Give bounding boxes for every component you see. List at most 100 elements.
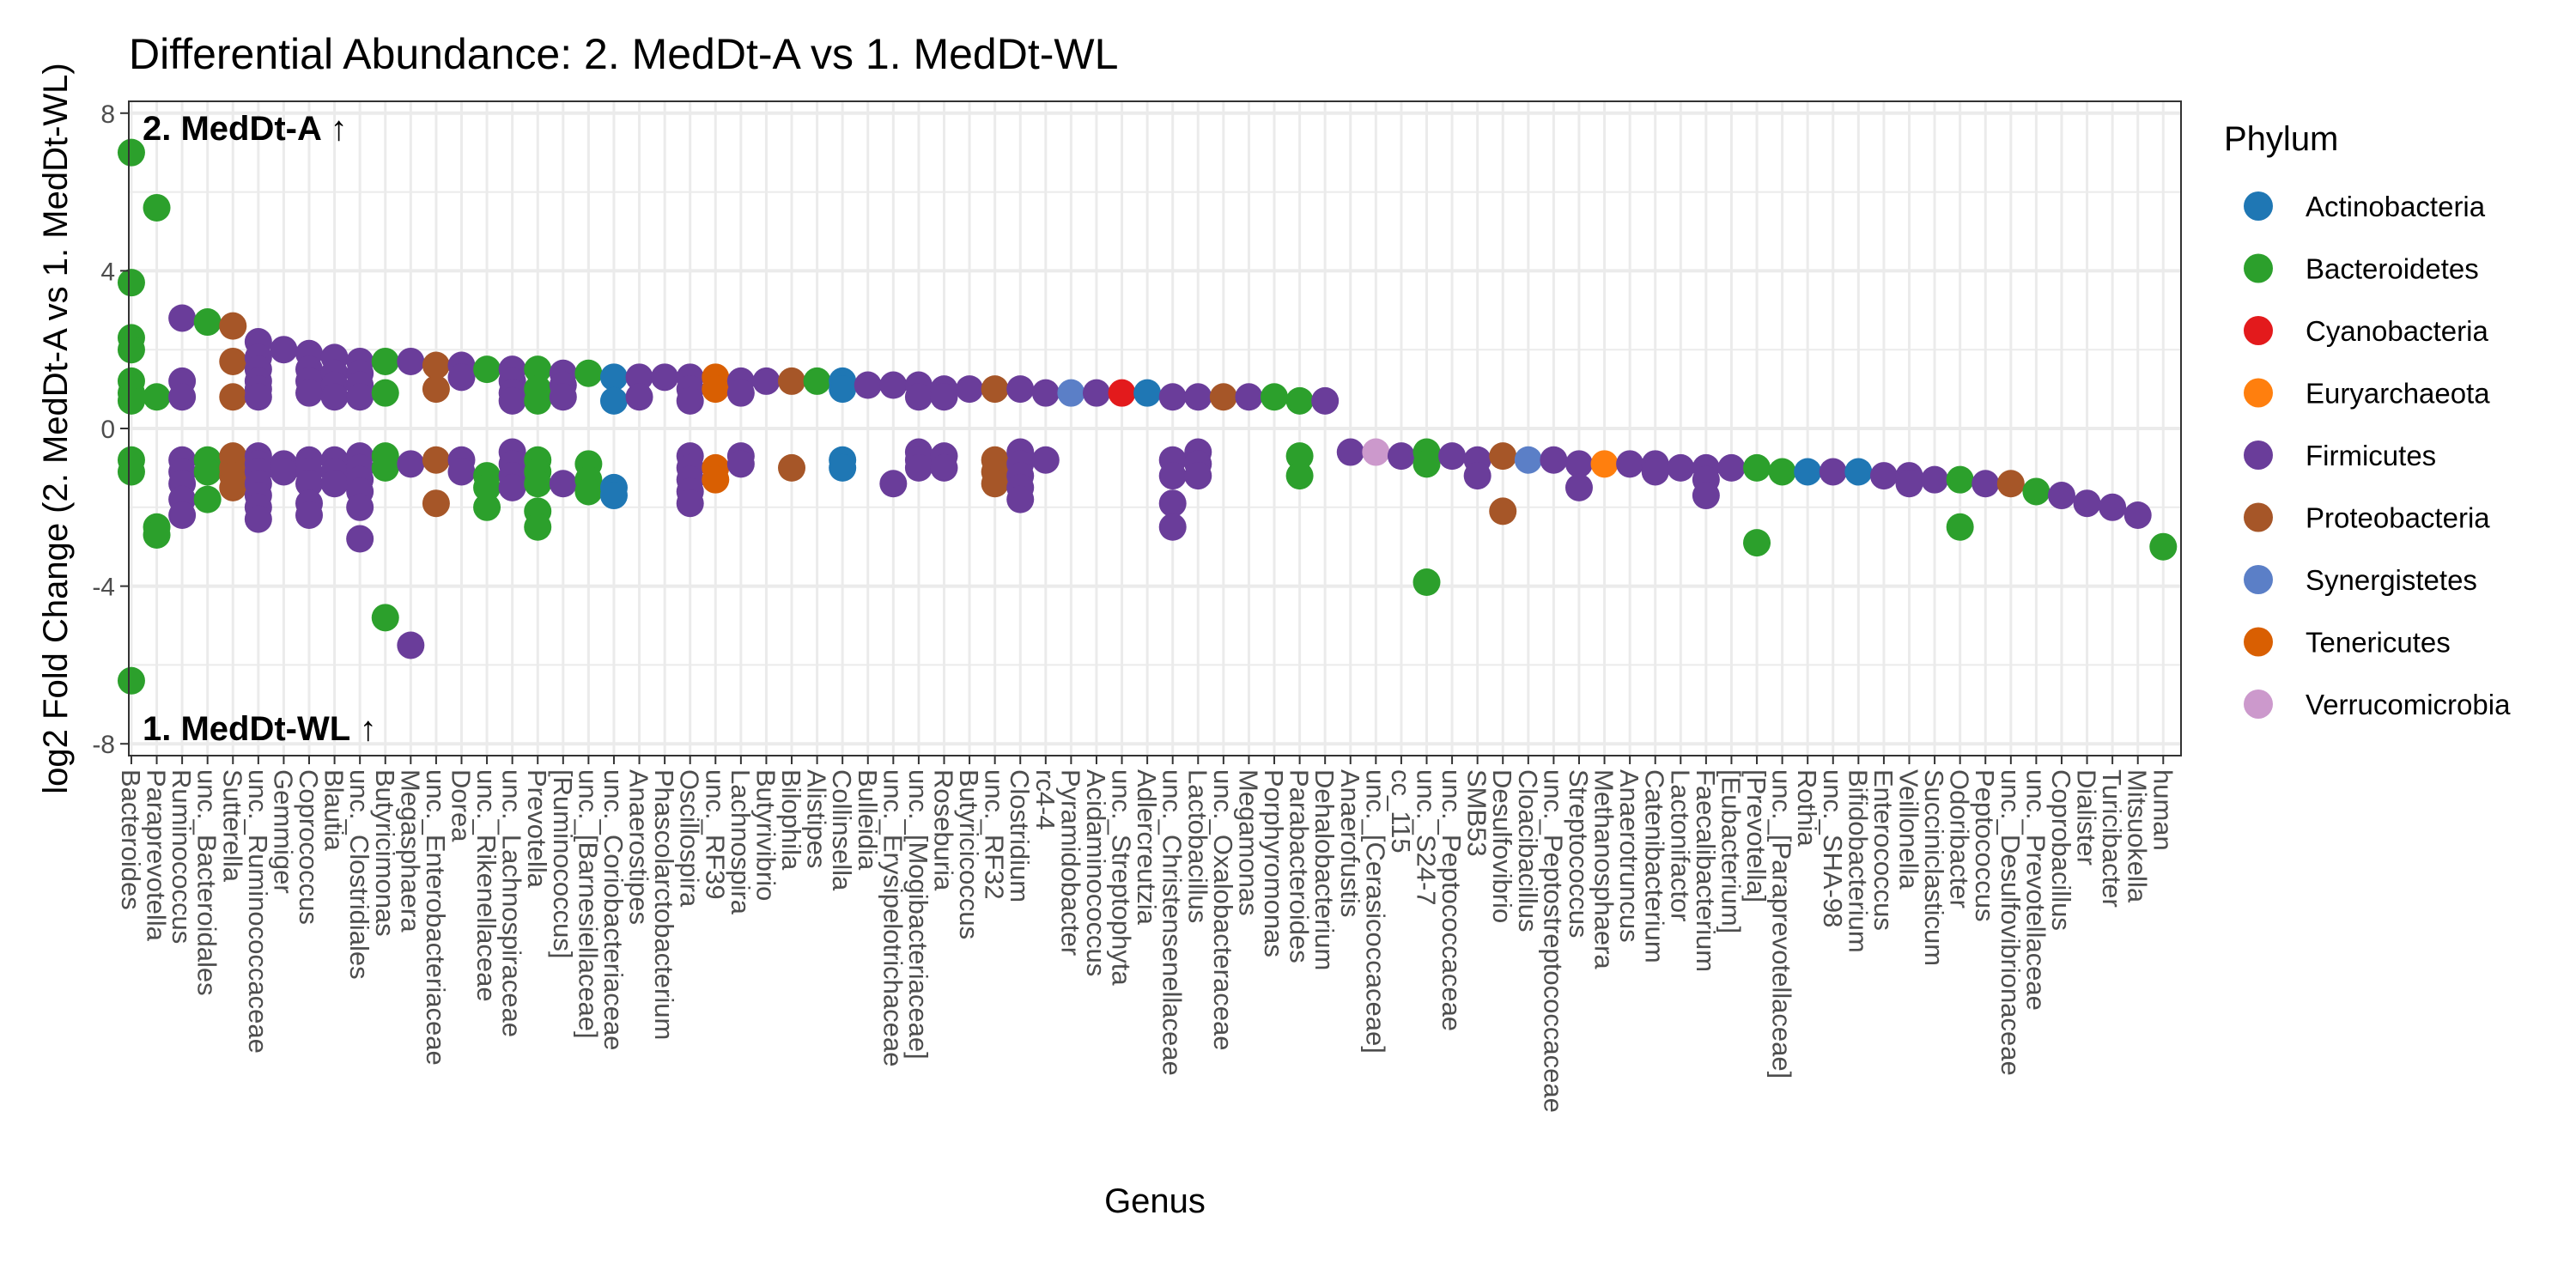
- data-point: [498, 386, 526, 415]
- data-point: [2047, 482, 2075, 510]
- data-point: [219, 312, 247, 340]
- data-point: [1844, 458, 1873, 486]
- data-point: [1921, 465, 1949, 494]
- legend-key: [2244, 502, 2273, 532]
- x-tick-label: unc._[Cerasicoccaceae]: [1360, 769, 1390, 1054]
- y-axis: -8 -4 0 4 8: [92, 100, 129, 759]
- data-point: [549, 383, 577, 411]
- x-tick-label: unc._Erysipelotrichaceae: [878, 769, 908, 1066]
- data-point: [599, 363, 628, 392]
- data-point: [1971, 470, 2000, 498]
- x-tick-label: [Prevotella]: [1741, 769, 1771, 902]
- x-tick-label: Porphyromonas: [1259, 769, 1289, 957]
- x-tick-label: Coprobacillus: [2046, 769, 2076, 931]
- x-tick-label: Cloacibacillus: [1513, 769, 1543, 933]
- x-tick-label: Lachnospira: [726, 769, 756, 915]
- data-points: [117, 138, 2178, 695]
- data-point: [1489, 442, 1517, 471]
- data-point: [1819, 458, 1847, 486]
- data-point: [599, 482, 628, 510]
- x-tick-label: Bulleidia: [853, 769, 883, 871]
- data-point: [549, 470, 577, 498]
- x-tick-label: Veillonella: [1894, 769, 1924, 890]
- legend: Phylum Actinobacteria Bacteroidetes Cyanob…: [2224, 120, 2511, 720]
- data-point: [524, 386, 552, 415]
- y-tick-label: 8: [100, 100, 115, 129]
- x-tick-label: [Eubacterium]: [1716, 769, 1746, 933]
- data-point: [143, 383, 171, 411]
- data-point: [1692, 482, 1720, 510]
- data-point: [1616, 450, 1644, 478]
- data-point: [726, 379, 755, 407]
- data-point: [1717, 453, 1746, 482]
- x-tick-label: Desulfovibrio: [1487, 769, 1517, 923]
- y-tick-label: 4: [100, 258, 115, 286]
- data-point: [422, 446, 450, 474]
- x-tick-label: unc._Peptostreptococcaceae: [1538, 769, 1568, 1113]
- data-point: [1057, 379, 1085, 407]
- x-tick-label: Megamonas: [1233, 769, 1263, 916]
- x-tick-label: unc._Prevotellaceae: [2020, 769, 2050, 1011]
- legend-label: Tenericutes: [2306, 627, 2451, 659]
- x-tick-label: unc._Clostridiales: [344, 769, 374, 980]
- data-point: [2123, 501, 2152, 529]
- data-point: [726, 450, 755, 478]
- data-point: [1184, 462, 1212, 490]
- data-point: [981, 470, 1009, 498]
- data-point: [422, 489, 450, 518]
- legend-label: Euryarchaeota: [2306, 378, 2490, 410]
- x-tick-label: unc._Christensenellaceae: [1157, 769, 1188, 1076]
- legend-label: Firmicutes: [2306, 440, 2436, 471]
- x-tick-label: Dorea: [446, 769, 476, 842]
- data-point: [524, 470, 552, 498]
- data-point: [2099, 493, 2127, 521]
- data-point: [1133, 379, 1162, 407]
- data-point: [1209, 383, 1237, 411]
- x-tick-label: Dialister: [2072, 769, 2102, 866]
- data-point: [676, 489, 704, 518]
- x-tick-label: Adlercreutzia: [1132, 769, 1162, 926]
- data-point: [473, 473, 501, 501]
- data-point: [574, 477, 603, 506]
- data-point: [1768, 458, 1796, 486]
- data-point: [320, 383, 349, 411]
- x-tick-label: unc._Lachnospiraceae: [497, 769, 527, 1037]
- data-point: [1387, 442, 1415, 471]
- legend-key: [2244, 440, 2273, 470]
- x-tick-label: Bifidobacterium: [1843, 769, 1873, 953]
- x-tick-label: Bilophila: [776, 769, 806, 871]
- data-point: [397, 631, 425, 659]
- x-tick-label: Phascolarctobacterium: [649, 769, 679, 1040]
- data-point: [1108, 379, 1136, 407]
- y-tick-label: -8: [92, 731, 115, 759]
- data-point: [295, 470, 324, 498]
- data-point: [1006, 485, 1035, 513]
- data-point: [1184, 383, 1212, 411]
- data-point: [244, 383, 272, 411]
- x-tick-label: unc._Coriobacteriaceae: [598, 769, 629, 1050]
- chart-title: Differential Abundance: 2. MedDt-A vs 1.…: [129, 30, 1118, 78]
- data-point: [930, 453, 958, 482]
- data-point: [702, 375, 730, 404]
- x-tick-label: Collinsella: [827, 769, 857, 891]
- annotation-bottom: 1. MedDt-WL ↑: [143, 710, 377, 748]
- data-point: [143, 193, 171, 222]
- legend-key: [2244, 565, 2273, 594]
- data-point: [2022, 477, 2050, 506]
- data-point: [117, 336, 145, 364]
- data-point: [1540, 446, 1568, 474]
- annotation-top: 2. MedDt-A ↑: [143, 110, 348, 148]
- data-point: [143, 520, 171, 549]
- legend-key: [2244, 253, 2273, 283]
- data-point: [1235, 383, 1263, 411]
- x-tick-label: Faecalibacterium: [1691, 769, 1721, 972]
- x-tick-label: Anaerofustis: [1335, 769, 1365, 917]
- data-point: [168, 501, 197, 529]
- data-point: [651, 363, 679, 392]
- data-point: [1667, 453, 1695, 482]
- legend-key: [2244, 378, 2273, 408]
- data-point: [473, 355, 501, 384]
- data-point: [1158, 489, 1187, 518]
- data-point: [1946, 465, 1974, 494]
